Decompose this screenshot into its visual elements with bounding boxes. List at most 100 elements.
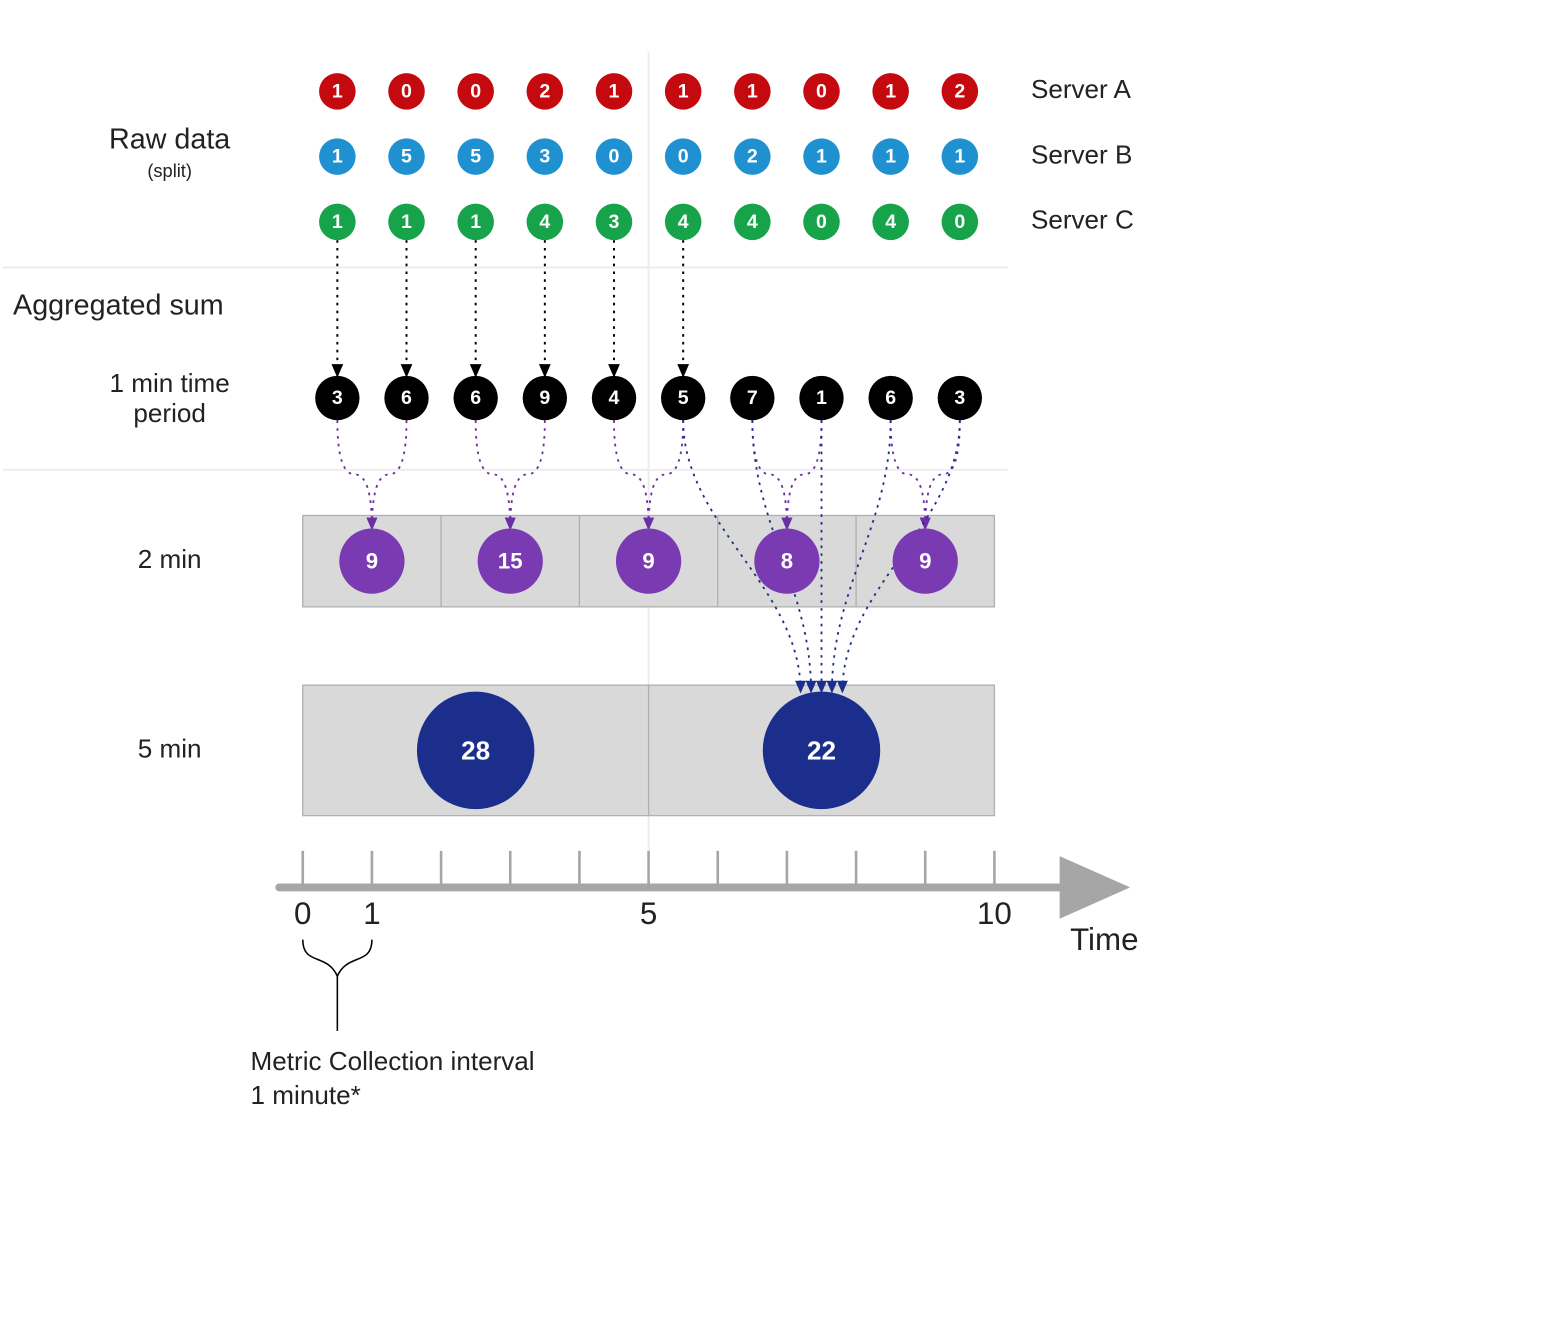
server-a-dot: 2 xyxy=(527,73,564,110)
svg-text:7: 7 xyxy=(747,387,758,409)
svg-text:6: 6 xyxy=(885,387,896,409)
svg-text:3: 3 xyxy=(609,211,620,233)
svg-text:8: 8 xyxy=(781,549,793,574)
label-1min-l2: period xyxy=(133,398,205,428)
svg-text:1: 1 xyxy=(332,80,343,102)
svg-text:1: 1 xyxy=(954,146,965,168)
svg-text:4: 4 xyxy=(747,211,758,233)
agg-2min-dot: 9 xyxy=(893,529,958,594)
label-raw-sub: (split) xyxy=(147,160,192,181)
svg-text:4: 4 xyxy=(609,387,620,409)
server-c-dot: 0 xyxy=(942,204,979,241)
server-a-dot: 1 xyxy=(665,73,702,110)
agg-1min-dot: 1 xyxy=(799,376,843,420)
svg-text:1: 1 xyxy=(401,211,412,233)
label-1min-l1: 1 min time xyxy=(110,368,230,398)
server-c-dot: 0 xyxy=(803,204,840,241)
svg-text:5: 5 xyxy=(678,387,689,409)
svg-text:1: 1 xyxy=(332,211,343,233)
footnote-line2: 1 minute* xyxy=(251,1080,361,1110)
svg-text:1: 1 xyxy=(816,387,827,409)
agg-5min-dot: 28 xyxy=(417,692,534,809)
server-a-dot: 2 xyxy=(942,73,979,110)
axis-tick-label: 0 xyxy=(294,896,311,931)
server-c-label: Server C xyxy=(1031,205,1134,235)
svg-text:2: 2 xyxy=(539,80,550,102)
server-c-dot: 4 xyxy=(527,204,564,241)
time-axis-label: Time xyxy=(1070,922,1138,957)
svg-text:0: 0 xyxy=(470,80,481,102)
svg-text:4: 4 xyxy=(678,211,689,233)
server-a-dot: 0 xyxy=(803,73,840,110)
aggregation-diagram: 1002111012155300211111143440403669457163… xyxy=(0,0,1557,1319)
background xyxy=(0,0,1557,1319)
svg-text:0: 0 xyxy=(609,146,620,168)
label-5min: 5 min xyxy=(138,733,202,763)
agg-5min-dot: 22 xyxy=(763,692,880,809)
server-b-dot: 1 xyxy=(872,138,909,175)
axis-tick-label: 5 xyxy=(640,896,657,931)
agg-1min-dot: 7 xyxy=(730,376,774,420)
svg-text:9: 9 xyxy=(366,549,378,574)
svg-text:6: 6 xyxy=(401,387,412,409)
svg-text:2: 2 xyxy=(747,146,758,168)
server-c-dot: 4 xyxy=(734,204,771,241)
server-a-dot: 1 xyxy=(872,73,909,110)
server-c-dot: 1 xyxy=(388,204,425,241)
svg-text:2: 2 xyxy=(954,80,965,102)
server-b-dot: 1 xyxy=(942,138,979,175)
agg-1min-dot: 5 xyxy=(661,376,705,420)
svg-text:1: 1 xyxy=(747,80,758,102)
svg-text:1: 1 xyxy=(470,211,481,233)
svg-text:3: 3 xyxy=(539,146,550,168)
svg-text:1: 1 xyxy=(332,146,343,168)
server-a-dot: 0 xyxy=(388,73,425,110)
svg-text:5: 5 xyxy=(470,146,481,168)
axis-tick-label: 10 xyxy=(977,896,1012,931)
server-b-dot: 1 xyxy=(319,138,356,175)
axis-tick-label: 1 xyxy=(363,896,380,931)
svg-text:1: 1 xyxy=(885,146,896,168)
svg-text:22: 22 xyxy=(807,735,836,765)
server-c-dot: 1 xyxy=(319,204,356,241)
label-agg-title: Aggregated sum xyxy=(13,289,224,321)
svg-text:1: 1 xyxy=(609,80,620,102)
server-a-dot: 1 xyxy=(596,73,633,110)
svg-text:1: 1 xyxy=(816,146,827,168)
svg-text:9: 9 xyxy=(919,549,931,574)
agg-1min-dot: 4 xyxy=(592,376,636,420)
svg-text:5: 5 xyxy=(401,146,412,168)
agg-1min-dot: 3 xyxy=(315,376,359,420)
agg-2min-dot: 15 xyxy=(478,529,543,594)
label-2min: 2 min xyxy=(138,544,202,574)
svg-text:15: 15 xyxy=(498,549,523,574)
server-a-dot: 1 xyxy=(319,73,356,110)
agg-1min-dot: 6 xyxy=(384,376,428,420)
server-a-label: Server A xyxy=(1031,74,1132,104)
svg-text:0: 0 xyxy=(816,211,827,233)
agg-2min-dot: 9 xyxy=(339,529,404,594)
server-a-dot: 1 xyxy=(734,73,771,110)
server-b-dot: 0 xyxy=(596,138,633,175)
agg-1min-dot: 6 xyxy=(868,376,912,420)
server-c-dot: 1 xyxy=(457,204,494,241)
agg-1min-dot: 9 xyxy=(523,376,567,420)
server-c-dot: 4 xyxy=(665,204,702,241)
svg-text:3: 3 xyxy=(954,387,965,409)
server-a-dot: 0 xyxy=(457,73,494,110)
footnote-line1: Metric Collection interval xyxy=(251,1046,535,1076)
label-raw-data: Raw data xyxy=(109,124,230,156)
agg-1min-dot: 6 xyxy=(453,376,497,420)
agg-2min-dot: 8 xyxy=(754,529,819,594)
server-c-dot: 3 xyxy=(596,204,633,241)
svg-text:1: 1 xyxy=(885,80,896,102)
svg-text:0: 0 xyxy=(954,211,965,233)
svg-text:9: 9 xyxy=(642,549,654,574)
svg-text:4: 4 xyxy=(885,211,896,233)
agg-2min-dot: 9 xyxy=(616,529,681,594)
server-b-label: Server B xyxy=(1031,139,1132,169)
server-b-dot: 2 xyxy=(734,138,771,175)
server-b-dot: 0 xyxy=(665,138,702,175)
server-c-dot: 4 xyxy=(872,204,909,241)
server-b-dot: 3 xyxy=(527,138,564,175)
